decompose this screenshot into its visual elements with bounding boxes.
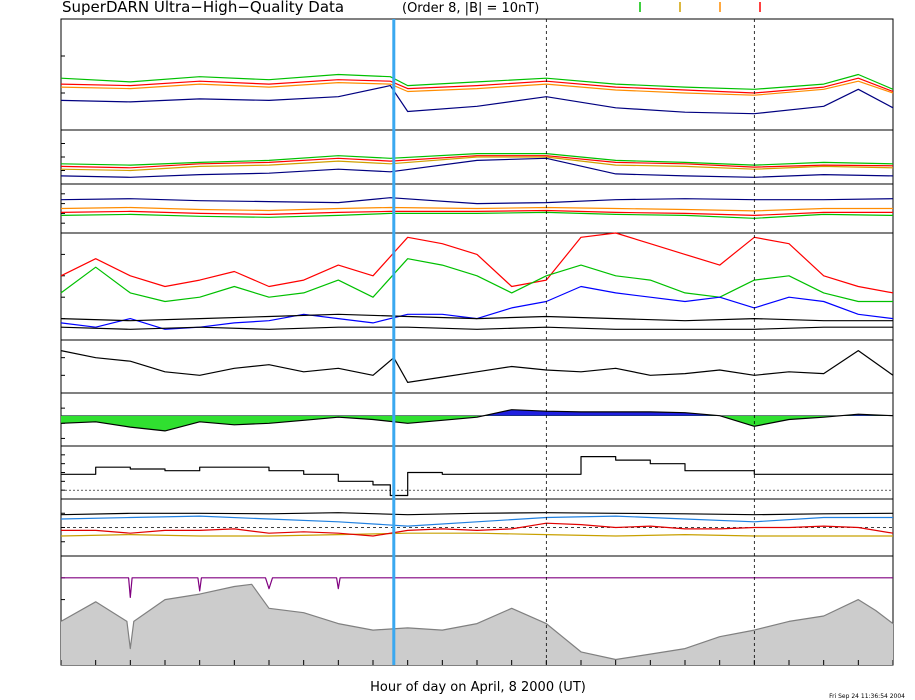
series-line-3 xyxy=(60,85,894,115)
series-line-3 xyxy=(60,313,893,322)
panel-phi_max xyxy=(60,129,894,185)
ratio-area-below xyxy=(61,415,841,431)
panel-ratio xyxy=(60,392,894,447)
series-line-0 xyxy=(60,512,894,516)
panels xyxy=(60,18,894,666)
timestamp: Fri Sep 24 11:36:54 2004 xyxy=(829,693,905,700)
panel-phi_min xyxy=(60,183,894,234)
series-line-1 xyxy=(61,577,893,598)
series-line-0 xyxy=(60,197,894,205)
header-legend xyxy=(639,2,761,12)
series-line-2 xyxy=(60,156,894,172)
series-line-1 xyxy=(60,155,894,169)
panel-latitude xyxy=(60,445,894,500)
series-line-1 xyxy=(60,206,893,212)
series-line-1 xyxy=(60,515,893,527)
panel-chisq xyxy=(60,339,894,394)
series-line-1 xyxy=(60,258,893,303)
series-line-2 xyxy=(60,285,894,330)
panel-frame xyxy=(60,339,894,394)
series-line-0 xyxy=(60,583,894,661)
series-line-2 xyxy=(60,532,893,537)
panel-dphi_pc xyxy=(60,232,894,341)
series-line-4 xyxy=(60,326,893,330)
series-line-0 xyxy=(60,232,894,294)
series-line-3 xyxy=(61,522,894,537)
series-line-0 xyxy=(61,456,893,497)
series-line-0 xyxy=(60,73,894,90)
ratio-area-above xyxy=(61,409,893,416)
series-line-2 xyxy=(60,80,894,96)
x-axis xyxy=(60,660,894,665)
panel-frame xyxy=(60,18,894,131)
series-line-0 xyxy=(60,409,894,432)
panel-points xyxy=(60,555,894,666)
series-line-2 xyxy=(60,209,893,216)
panel-frame xyxy=(60,232,894,341)
series-line-0 xyxy=(60,350,894,383)
chart-subtitle: (Order 8, |B| = 10nT) xyxy=(402,1,539,16)
chart-title: SuperDARN Ultra−High−Quality Data xyxy=(62,0,344,16)
series-line-1 xyxy=(60,77,894,94)
series-area-0 xyxy=(61,584,893,665)
panel-imf xyxy=(60,498,894,557)
x-axis-label: Hour of day on April, 8 2000 (UT) xyxy=(370,680,586,695)
panel-phi_pc xyxy=(60,18,894,131)
panel-frame xyxy=(60,445,894,500)
